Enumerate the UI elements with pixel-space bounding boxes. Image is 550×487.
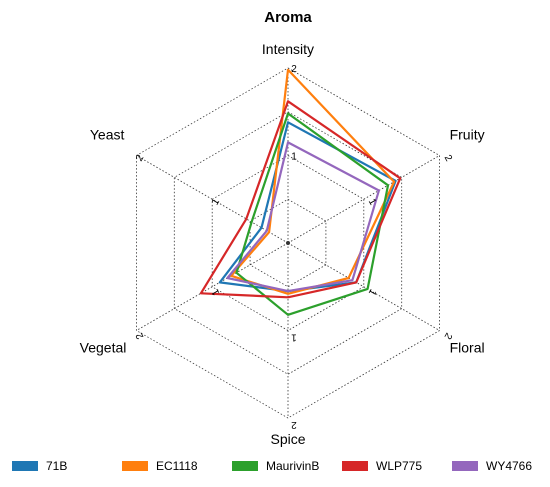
axis-label-yeast: Yeast	[90, 127, 125, 143]
series-wy4766	[226, 141, 380, 293]
legend: 71B EC1118 MaurivinB WLP775 WY4766	[12, 459, 532, 473]
axis-label-intensity: Intensity	[262, 41, 314, 57]
tick-label: 2	[134, 153, 147, 164]
series-maurivinb	[235, 112, 390, 316]
center-point	[286, 241, 290, 245]
axis-spoke-floral	[287, 242, 440, 331]
legend-swatch-ec1118	[122, 461, 148, 471]
axis-label-fruity: Fruity	[450, 127, 485, 143]
legend-label-ec1118: EC1118	[156, 459, 198, 473]
chart-title: Aroma	[264, 9, 312, 26]
tick-label: 2	[134, 330, 147, 341]
legend-swatch-wlp775	[342, 461, 368, 471]
legend-swatch-maurivinb	[232, 461, 258, 471]
grid-layer	[135, 67, 441, 419]
legend-label-wy4766: WY4766	[486, 459, 532, 473]
tick-label: 2	[442, 153, 455, 164]
tick-label: 1	[210, 287, 223, 298]
series-ec1118	[230, 68, 396, 295]
axis-spoke-yeast	[136, 155, 289, 244]
legend-label-maurivinb: MaurivinB	[266, 459, 319, 473]
axis-label-spice: Spice	[270, 431, 305, 447]
legend-swatch-71b	[12, 461, 38, 471]
tick-label: 1	[366, 197, 379, 208]
series-wlp775	[199, 100, 402, 299]
legend-label-wlp775: WLP775	[376, 459, 422, 473]
legend-swatch-wy4766	[452, 461, 478, 471]
axis-spoke-vegetal	[136, 242, 289, 331]
tick-label: 1	[291, 332, 297, 343]
tick-label: 2	[291, 419, 297, 430]
legend-label-71b: 71B	[46, 459, 67, 473]
tick-label: 1	[366, 287, 379, 298]
series-layer	[199, 68, 402, 316]
tick-label: 2	[441, 331, 454, 342]
axis-label-vegetal: Vegetal	[80, 340, 127, 356]
axis-label-layer: Intensity12Fruity12Floral12Spice12Vegeta…	[80, 41, 485, 447]
tick-label: 2	[291, 64, 297, 75]
axis-spoke-fruity	[287, 155, 440, 244]
tick-label: 1	[291, 152, 297, 163]
axis-label-floral: Floral	[450, 340, 485, 356]
tick-label: 1	[210, 197, 223, 208]
